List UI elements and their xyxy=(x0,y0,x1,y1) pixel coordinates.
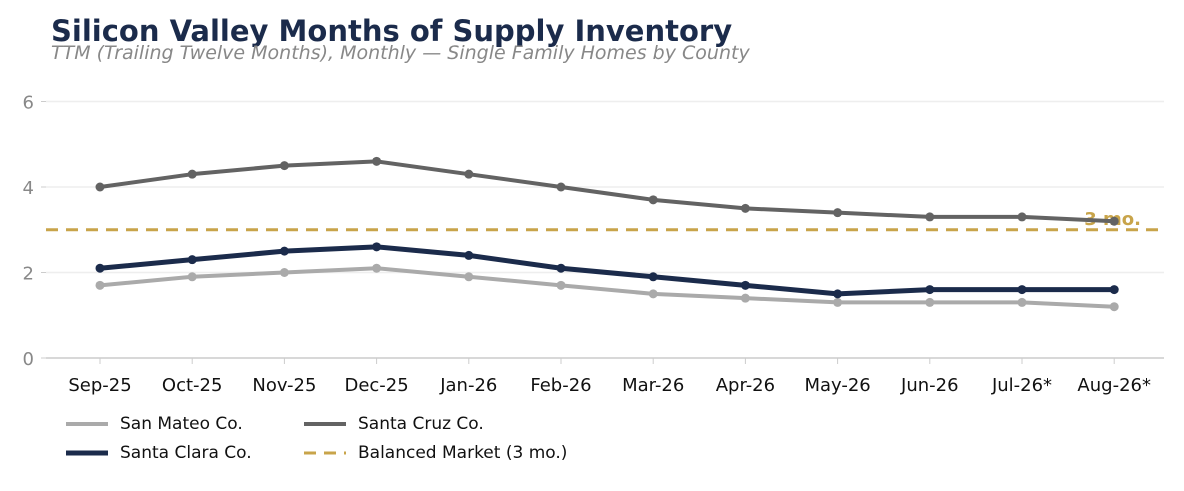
point-santa-cruz-co-jul-26 xyxy=(1017,212,1027,222)
series-san-mateo-co xyxy=(95,263,1119,312)
x-tick-label-jan-26: Jan-26 xyxy=(439,375,497,396)
point-san-mateo-co-dec-25 xyxy=(372,263,382,273)
point-santa-clara-co-feb-26 xyxy=(556,263,566,273)
point-santa-clara-co-jul-26 xyxy=(1017,285,1027,295)
legend-swatch-balanced-market xyxy=(304,451,346,454)
series-lines xyxy=(95,156,1119,312)
point-san-mateo-co-jun-26 xyxy=(925,297,935,307)
point-santa-cruz-co-nov-25 xyxy=(279,161,289,171)
series-santa-clara-co xyxy=(95,242,1119,299)
chart-title: Silicon Valley Months of Supply Inventor… xyxy=(51,14,733,48)
point-santa-cruz-co-sep-25 xyxy=(95,182,105,192)
point-san-mateo-co-apr-26 xyxy=(740,293,750,303)
point-san-mateo-co-jul-26 xyxy=(1017,297,1027,307)
line-santa-cruz-co xyxy=(98,159,1117,224)
line-san-mateo-co xyxy=(98,266,1117,309)
point-san-mateo-co-sep-25 xyxy=(95,280,105,290)
point-santa-clara-co-apr-26 xyxy=(740,280,750,290)
y-tick-label-6: 6 xyxy=(23,93,34,114)
point-santa-cruz-co-dec-25 xyxy=(372,156,382,166)
point-santa-cruz-co-aug-26 xyxy=(1109,216,1119,226)
point-santa-cruz-co-mar-26 xyxy=(648,195,658,205)
legend-label-san-mateo: San Mateo Co. xyxy=(120,413,243,434)
series-santa-cruz-co xyxy=(95,156,1119,226)
x-tick-label-may-26: May-26 xyxy=(804,375,870,396)
point-santa-clara-co-mar-26 xyxy=(648,272,658,282)
point-santa-cruz-co-jun-26 xyxy=(925,212,935,222)
legend: San Mateo Co. Santa Cruz Co. Santa Clara… xyxy=(66,412,604,464)
point-santa-clara-co-oct-25 xyxy=(187,255,197,265)
legend-swatch-santa-clara xyxy=(66,450,108,455)
legend-item-santa-cruz: Santa Cruz Co. xyxy=(304,412,604,435)
legend-swatch-san-mateo xyxy=(66,421,108,426)
point-santa-cruz-co-may-26 xyxy=(833,208,843,218)
line-santa-clara-co xyxy=(97,244,1117,297)
x-tick-label-mar-26: Mar-26 xyxy=(622,375,684,396)
point-santa-clara-co-aug-26 xyxy=(1109,285,1119,295)
x-tick-label-jul-26: Jul-26* xyxy=(991,375,1052,396)
legend-item-balanced-market: Balanced Market (3 mo.) xyxy=(304,441,604,464)
point-san-mateo-co-aug-26 xyxy=(1109,302,1119,312)
legend-item-san-mateo: San Mateo Co. xyxy=(66,412,304,435)
point-santa-cruz-co-feb-26 xyxy=(556,182,566,192)
point-san-mateo-co-may-26 xyxy=(833,297,843,307)
point-san-mateo-co-nov-25 xyxy=(279,268,289,277)
legend-item-santa-clara: Santa Clara Co. xyxy=(66,441,304,464)
x-tick-label-sep-25: Sep-25 xyxy=(68,375,131,396)
reference-line-group: 3 mo. xyxy=(46,209,1164,232)
x-tick-label-apr-26: Apr-26 xyxy=(716,375,775,396)
point-santa-cruz-co-jan-26 xyxy=(464,169,474,179)
y-tick-label-4: 4 xyxy=(23,178,34,199)
point-san-mateo-co-jan-26 xyxy=(464,272,474,282)
y-tick-label-2: 2 xyxy=(23,264,34,285)
point-santa-clara-co-dec-25 xyxy=(372,242,382,252)
point-santa-clara-co-jan-26 xyxy=(464,250,474,260)
y-tick-label-0: 0 xyxy=(23,349,34,370)
chart-subtitle: TTM (Trailing Twelve Months), Monthly — … xyxy=(51,42,750,64)
point-san-mateo-co-oct-25 xyxy=(187,272,197,282)
point-santa-clara-co-nov-25 xyxy=(279,246,289,256)
legend-label-balanced-market: Balanced Market (3 mo.) xyxy=(358,442,568,463)
legend-label-santa-clara: Santa Clara Co. xyxy=(120,442,252,463)
point-santa-cruz-co-apr-26 xyxy=(740,203,750,213)
point-san-mateo-co-feb-26 xyxy=(556,280,566,290)
x-tick-label-dec-25: Dec-25 xyxy=(344,375,408,396)
x-tick-label-aug-26: Aug-26* xyxy=(1077,375,1151,396)
gridlines xyxy=(46,100,1164,274)
axes xyxy=(41,101,1164,364)
point-santa-clara-co-may-26 xyxy=(833,289,843,299)
point-santa-clara-co-sep-25 xyxy=(95,263,105,273)
x-tick-label-nov-25: Nov-25 xyxy=(252,375,316,396)
point-san-mateo-co-mar-26 xyxy=(648,289,658,299)
x-tick-label-jun-26: Jun-26 xyxy=(900,375,959,396)
x-tick-label-oct-25: Oct-25 xyxy=(162,375,223,396)
legend-swatch-santa-cruz xyxy=(304,421,346,426)
point-santa-cruz-co-oct-25 xyxy=(187,169,197,179)
x-tick-label-feb-26: Feb-26 xyxy=(530,375,591,396)
tick-labels: 0 2 4 6 Sep-25 Oct-25 Nov-25 Dec-25 Jan-26 Feb-26… xyxy=(23,93,1151,397)
legend-label-santa-cruz: Santa Cruz Co. xyxy=(358,413,484,434)
point-santa-clara-co-jun-26 xyxy=(925,285,935,295)
